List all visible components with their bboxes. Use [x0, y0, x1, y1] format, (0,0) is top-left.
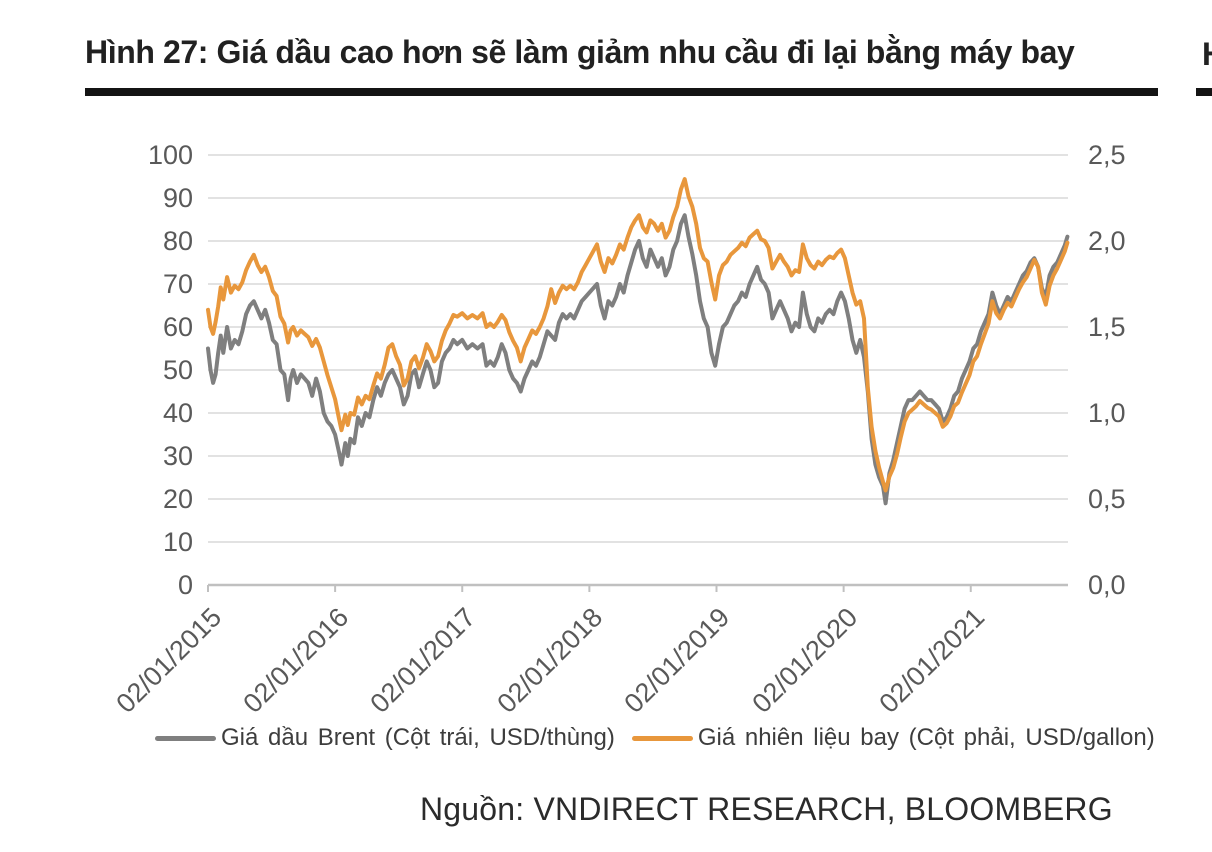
- right-axis-tick-label: 1,5: [1088, 312, 1126, 342]
- left-axis-tick-label: 40: [162, 398, 193, 428]
- left-axis-tick-label: 50: [162, 355, 193, 385]
- right-axis-tick-label: 2,0: [1088, 226, 1126, 256]
- brent-legend-label: Giá dầu Brent (Cột trái, USD/thùng): [221, 724, 615, 751]
- series-line-right: [206, 177, 1070, 493]
- left-axis-tick-label: 70: [162, 269, 193, 299]
- jetfuel-legend-label: Giá nhiên liệu bay (Cột phải, USD/gallon…: [697, 724, 1155, 751]
- left-axis-tick-label: 20: [162, 484, 193, 514]
- left-axis-tick-label: 10: [162, 527, 193, 557]
- left-axis-tick-label: 30: [162, 441, 193, 471]
- right-axis-tick-label: 0,0: [1088, 570, 1126, 600]
- left-axis-tick-label: 0: [177, 570, 193, 600]
- title-underline-rule: [85, 88, 1158, 96]
- left-axis-tick-label: 60: [162, 312, 193, 342]
- figure-title: Hình 27: Giá dầu cao hơn sẽ làm giảm nhu…: [85, 34, 1075, 70]
- brent-line-swatch: [155, 735, 216, 741]
- jetfuel-line-swatch: [631, 735, 693, 741]
- left-axis-tick-label: 80: [162, 226, 193, 256]
- legend-item-jetfuel: Giá nhiên liệu bay (Cột phải, USD/gallon…: [631, 724, 1155, 752]
- chart-legend: Giá dầu Brent (Cột trái, USD/thùng) Giá …: [155, 724, 1155, 752]
- right-axis-tick-label: 0,5: [1088, 484, 1126, 514]
- right-axis-tick-label: 2,5: [1088, 140, 1126, 170]
- left-axis-tick-label: 100: [147, 140, 193, 170]
- legend-item-brent: Giá dầu Brent (Cột trái, USD/thùng): [155, 724, 615, 752]
- left-axis-tick-label: 90: [162, 183, 193, 213]
- next-column-rule-fragment: [1196, 88, 1212, 96]
- next-column-title-fragment: H: [1202, 36, 1212, 72]
- right-axis-tick-label: 1,0: [1088, 398, 1126, 428]
- source-caption: Nguồn: VNDIRECT RESEARCH, BLOOMBERG: [420, 791, 1113, 827]
- series-line-left: [206, 213, 1070, 506]
